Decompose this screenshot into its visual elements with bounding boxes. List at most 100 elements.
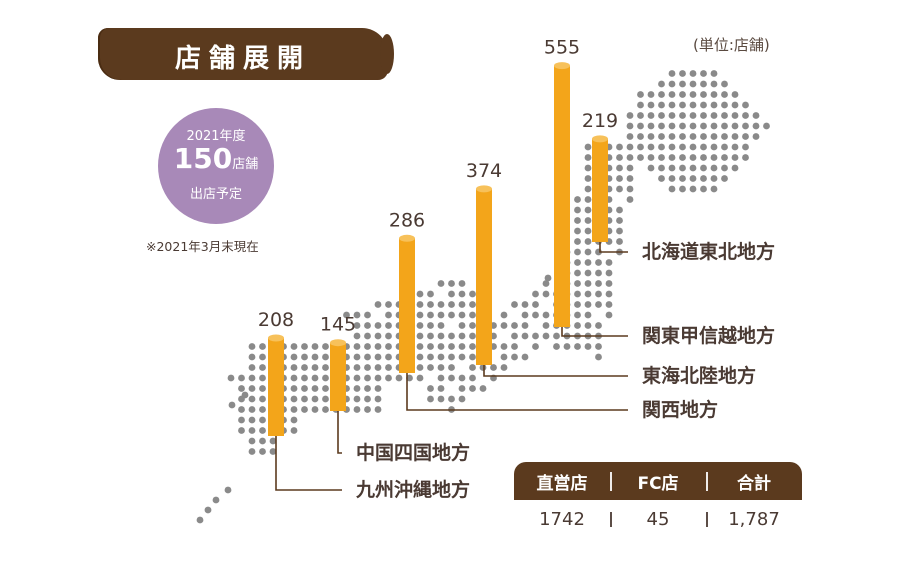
map-dot	[563, 343, 571, 350]
map-dot	[700, 185, 707, 193]
map-dot	[353, 353, 361, 361]
map-dot	[448, 374, 455, 382]
bar-0	[268, 338, 284, 436]
map-dot	[700, 101, 707, 109]
map-dot	[290, 427, 298, 434]
map-dot	[689, 70, 697, 77]
map-dot	[353, 385, 361, 392]
map-dot	[322, 406, 329, 413]
map-dot	[595, 259, 602, 266]
map-dot	[658, 80, 665, 88]
map-dot	[427, 322, 434, 329]
map-dot	[500, 343, 508, 350]
map-dot	[605, 280, 613, 287]
map-dot	[542, 311, 550, 319]
map-dot	[427, 385, 434, 392]
map-dot	[248, 437, 256, 445]
plan-label: 出店予定	[189, 187, 242, 202]
map-dot	[532, 343, 539, 350]
map-dot	[637, 91, 644, 98]
map-dot	[637, 122, 644, 130]
map-dot	[710, 91, 718, 98]
map-dot	[658, 122, 665, 130]
map-dot	[290, 395, 298, 403]
map-dot	[689, 112, 697, 119]
map-dot	[437, 280, 445, 287]
map-dot	[658, 91, 665, 98]
map-dot	[710, 122, 718, 130]
map-dot	[616, 185, 623, 193]
region-label: 関西地方	[642, 398, 718, 421]
map-dot	[742, 133, 749, 140]
map-dot	[700, 112, 707, 119]
map-dot	[448, 395, 455, 403]
map-dot	[605, 290, 613, 298]
map-dot	[311, 406, 319, 413]
map-dot	[248, 448, 256, 455]
map-dot	[353, 343, 361, 350]
map-dot	[668, 112, 676, 119]
map-dot	[574, 248, 581, 256]
map-dot	[647, 112, 655, 119]
map-dot	[448, 290, 455, 298]
map-dot	[679, 80, 686, 88]
map-dot	[469, 322, 476, 329]
map-dot	[616, 154, 623, 161]
map-dot	[595, 343, 602, 350]
map-dot	[427, 353, 434, 361]
map-dot	[658, 164, 665, 172]
map-dot	[311, 385, 319, 392]
map-dot	[290, 385, 298, 392]
value-total: 1,787	[706, 509, 802, 530]
map-dot	[458, 395, 466, 403]
map-dot	[301, 364, 308, 371]
map-dot	[742, 112, 749, 119]
map-dot	[731, 143, 739, 151]
map-dot	[731, 133, 739, 140]
map-dot	[658, 101, 665, 109]
map-dot	[731, 91, 739, 98]
map-dot	[458, 343, 466, 350]
bar-value-label: 286	[389, 209, 425, 231]
map-dot	[668, 143, 676, 151]
map-dot	[500, 353, 508, 361]
as-of-note: ※2021年3月末現在	[146, 239, 259, 254]
map-dot	[689, 164, 697, 172]
map-dot	[238, 416, 245, 424]
map-dot	[626, 122, 634, 130]
map-dot	[679, 122, 686, 130]
map-dot	[584, 196, 592, 203]
map-dot	[416, 374, 424, 382]
map-dot	[595, 280, 602, 287]
map-dot	[448, 332, 455, 340]
map-dot	[259, 416, 266, 424]
map-dot	[679, 164, 686, 172]
leader-line	[275, 436, 342, 491]
map-dot	[616, 217, 623, 224]
map-dot	[448, 343, 455, 350]
bar-cap-4	[554, 62, 570, 70]
map-dot	[689, 154, 697, 161]
map-dot	[290, 406, 298, 413]
map-dot	[458, 385, 466, 392]
map-dot	[364, 374, 371, 382]
map-dot	[731, 112, 739, 119]
map-dot	[647, 91, 655, 98]
map-dot	[311, 374, 319, 382]
map-dot	[364, 343, 371, 350]
map-dot	[679, 91, 686, 98]
map-dot	[689, 101, 697, 109]
map-dot	[437, 385, 445, 392]
map-dot	[248, 395, 256, 403]
map-dot	[721, 175, 728, 182]
map-dot	[742, 143, 749, 151]
map-dot	[647, 154, 655, 161]
map-dot	[458, 311, 466, 319]
map-dot	[616, 227, 623, 235]
map-dot	[458, 332, 466, 340]
map-dot	[700, 91, 707, 98]
map-dot	[731, 101, 739, 109]
map-dot	[689, 122, 697, 130]
map-dot	[731, 164, 739, 172]
